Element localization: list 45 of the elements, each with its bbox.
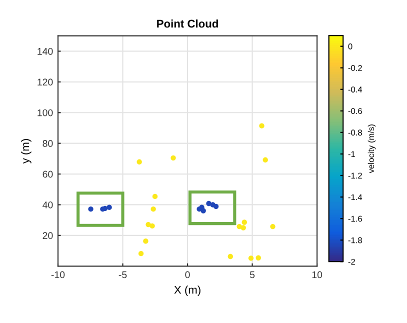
point xyxy=(240,225,246,230)
point xyxy=(136,159,142,164)
point xyxy=(262,157,268,163)
color-bar-title: velocity (m/s) xyxy=(368,124,376,174)
x-tick-label: 0 xyxy=(185,271,190,278)
color-bar-label: -0.8 xyxy=(348,130,362,136)
color-bar-label: -0.6 xyxy=(348,108,362,114)
color-bar-label: -1.2 xyxy=(348,172,362,179)
point xyxy=(256,255,261,260)
x-tick-label: -10 xyxy=(51,271,65,278)
point xyxy=(143,238,148,244)
chart-title: Point Cloud xyxy=(157,19,218,28)
color-bar-label: -1.8 xyxy=(348,237,362,244)
point xyxy=(248,256,254,261)
y-tick-label: 100 xyxy=(38,109,53,116)
point xyxy=(259,123,264,128)
y-tick-label: 120 xyxy=(38,78,53,86)
point xyxy=(150,206,156,212)
x-tick-label: 5 xyxy=(250,271,255,278)
y-tick-label: 140 xyxy=(38,48,53,55)
y-tick-label: 20 xyxy=(42,232,53,240)
x-tick-label: -5 xyxy=(118,271,127,278)
point xyxy=(242,220,247,225)
color-bar-label: -0.2 xyxy=(348,65,362,71)
x-axis-title: X (m) xyxy=(174,286,200,296)
point xyxy=(138,250,144,256)
point xyxy=(150,223,155,229)
point xyxy=(270,224,276,230)
y-axis-title: y (m) xyxy=(21,139,32,164)
point xyxy=(106,204,112,210)
point xyxy=(152,194,158,200)
color-bar-label: -0.4 xyxy=(348,86,362,92)
x-tick-label: 10 xyxy=(312,271,322,278)
point xyxy=(88,206,94,212)
color-bar-label: -1.6 xyxy=(348,216,362,222)
color-bar-label: -1.4 xyxy=(348,194,362,200)
color-bar-label: -2 xyxy=(348,258,355,265)
point xyxy=(213,204,219,210)
color-bar-label: -1 xyxy=(348,151,355,157)
y-tick-label: 60 xyxy=(42,170,53,178)
point xyxy=(228,254,233,260)
y-tick-label: 80 xyxy=(42,140,53,147)
y-tick-label: 40 xyxy=(42,201,53,208)
color-bar-label: 0 xyxy=(348,43,352,50)
point xyxy=(170,155,176,161)
